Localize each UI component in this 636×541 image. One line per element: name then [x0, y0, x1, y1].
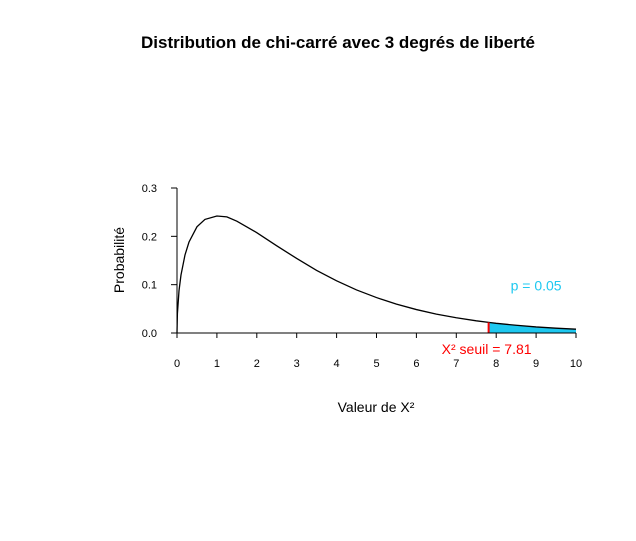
chart-title: Distribution de chi-carré avec 3 degrés …	[141, 33, 535, 52]
y-tick-label: 0.1	[142, 280, 157, 292]
density-curve	[176, 215, 577, 334]
y-tick-label: 0.2	[142, 231, 157, 243]
x-tick-label: 8	[493, 358, 499, 370]
y-axis-title: Probabilité	[111, 227, 127, 293]
x-tick-label: 10	[570, 358, 582, 370]
x-tick-label: 6	[413, 358, 419, 370]
p-value-label: p = 0.05	[511, 278, 562, 294]
y-axis-ticks: 0.0 0.1 0.2 0.3	[142, 183, 177, 340]
x-tick-label: 2	[254, 358, 260, 370]
x-tick-label: 1	[214, 358, 220, 370]
x-tick-label: 3	[294, 358, 300, 370]
x-tick-label: 7	[453, 358, 459, 370]
critical-value-label: X² seuil = 7.81	[442, 341, 532, 357]
x-axis-ticks: 0 1 2 3 4 5 6 7 8 9 10	[174, 333, 582, 370]
x-tick-label: 4	[334, 358, 340, 370]
x-tick-label: 9	[533, 358, 539, 370]
y-tick-label: 0.3	[142, 183, 157, 195]
x-tick-label: 0	[174, 358, 180, 370]
x-tick-label: 5	[373, 358, 379, 370]
y-tick-label: 0.0	[142, 328, 157, 340]
x-axis-title: Valeur de X²	[338, 399, 415, 415]
